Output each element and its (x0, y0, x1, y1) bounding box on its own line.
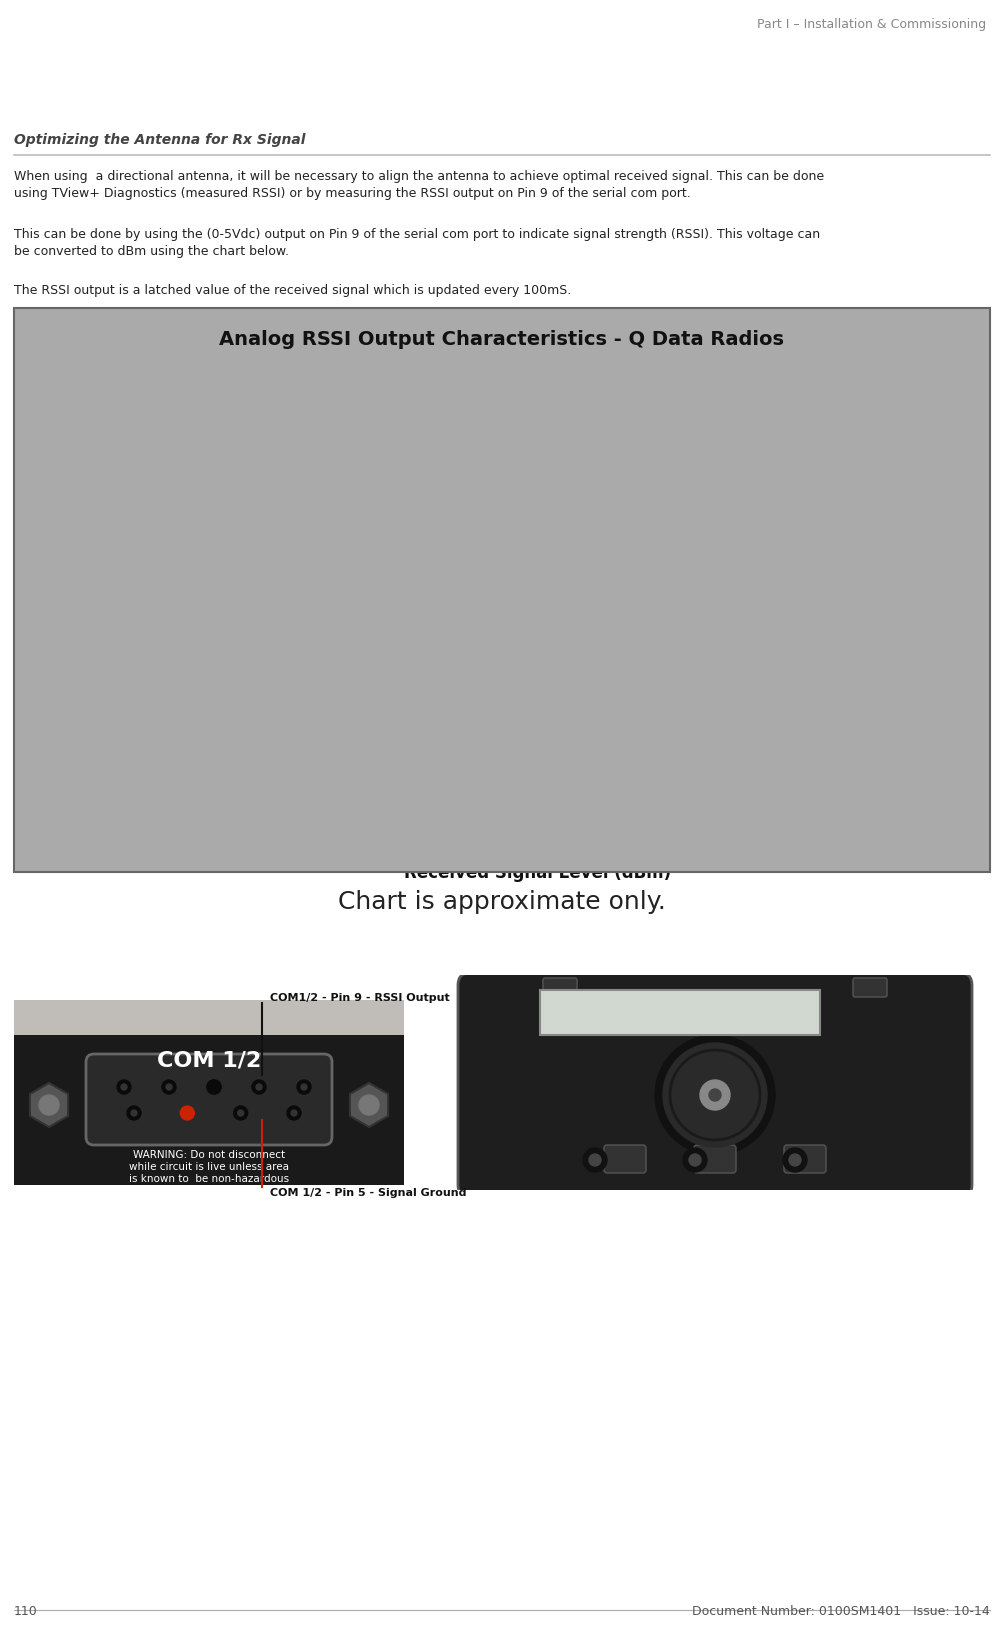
Circle shape (688, 1154, 700, 1166)
Circle shape (654, 1035, 774, 1156)
Y-axis label: DC Voltage Output (V): DC Voltage Output (V) (42, 494, 60, 704)
FancyBboxPatch shape (693, 1144, 735, 1174)
Bar (14, 1035, 403, 1185)
Text: Analog RSSI Output Characteristics - Q Data Radios: Analog RSSI Output Characteristics - Q D… (220, 331, 783, 349)
Circle shape (301, 1084, 307, 1090)
FancyBboxPatch shape (457, 972, 971, 1197)
Bar (540, 990, 819, 1035)
Circle shape (126, 1107, 140, 1120)
Text: COM 1/2 - Pin 5 - Signal Ground: COM 1/2 - Pin 5 - Signal Ground (270, 1188, 466, 1198)
Text: COM 1/2: COM 1/2 (156, 1049, 261, 1071)
FancyBboxPatch shape (783, 1144, 825, 1174)
Text: When using  a directional antenna, it will be necessary to align the antenna to : When using a directional antenna, it wil… (14, 170, 823, 200)
Text: WARNING: Do not disconnect: WARNING: Do not disconnect (132, 1151, 285, 1161)
X-axis label: Received Signal Level (dBm): Received Signal Level (dBm) (403, 864, 670, 882)
Circle shape (788, 1154, 800, 1166)
Circle shape (682, 1148, 706, 1172)
Text: Chart is approximate only.: Chart is approximate only. (338, 891, 665, 913)
Text: Document Number: 0100SM1401   Issue: 10-14: Document Number: 0100SM1401 Issue: 10-14 (691, 1604, 989, 1617)
Circle shape (117, 1080, 130, 1094)
Circle shape (252, 1080, 266, 1094)
Circle shape (708, 1089, 720, 1102)
Circle shape (165, 1084, 172, 1090)
Circle shape (211, 1084, 217, 1090)
Circle shape (589, 1154, 601, 1166)
Text: Part I – Installation & Commissioning: Part I – Installation & Commissioning (756, 18, 985, 31)
Circle shape (359, 1095, 378, 1115)
FancyBboxPatch shape (86, 1054, 332, 1144)
Circle shape (181, 1107, 195, 1120)
Circle shape (161, 1080, 176, 1094)
Circle shape (699, 1080, 729, 1110)
Text: is known to  be non-hazardous: is known to be non-hazardous (128, 1174, 289, 1184)
Text: This can be done by using the (0-5Vdc) output on Pin 9 of the serial com port to: This can be done by using the (0-5Vdc) o… (14, 228, 819, 259)
Text: COM1/2 - Pin 9 - RSSI Output: COM1/2 - Pin 9 - RSSI Output (270, 994, 449, 1003)
Circle shape (207, 1080, 221, 1094)
FancyBboxPatch shape (543, 977, 577, 997)
Circle shape (287, 1107, 301, 1120)
Text: The RSSI output is a latched value of the received signal which is updated every: The RSSI output is a latched value of th… (14, 283, 571, 296)
Circle shape (39, 1095, 59, 1115)
Circle shape (291, 1110, 297, 1116)
Circle shape (238, 1110, 244, 1116)
Circle shape (130, 1110, 136, 1116)
Circle shape (256, 1084, 262, 1090)
Circle shape (662, 1043, 766, 1148)
FancyBboxPatch shape (604, 1144, 645, 1174)
Circle shape (297, 1080, 311, 1094)
FancyBboxPatch shape (853, 977, 886, 997)
Circle shape (583, 1148, 607, 1172)
Circle shape (234, 1107, 248, 1120)
Circle shape (121, 1084, 126, 1090)
Text: while circuit is live unless area: while circuit is live unless area (128, 1162, 289, 1172)
Text: Optimizing the Antenna for Rx Signal: Optimizing the Antenna for Rx Signal (14, 133, 305, 147)
Bar (14, 1000, 403, 1035)
Text: 110: 110 (14, 1604, 38, 1617)
Circle shape (782, 1148, 806, 1172)
Circle shape (207, 1080, 221, 1094)
